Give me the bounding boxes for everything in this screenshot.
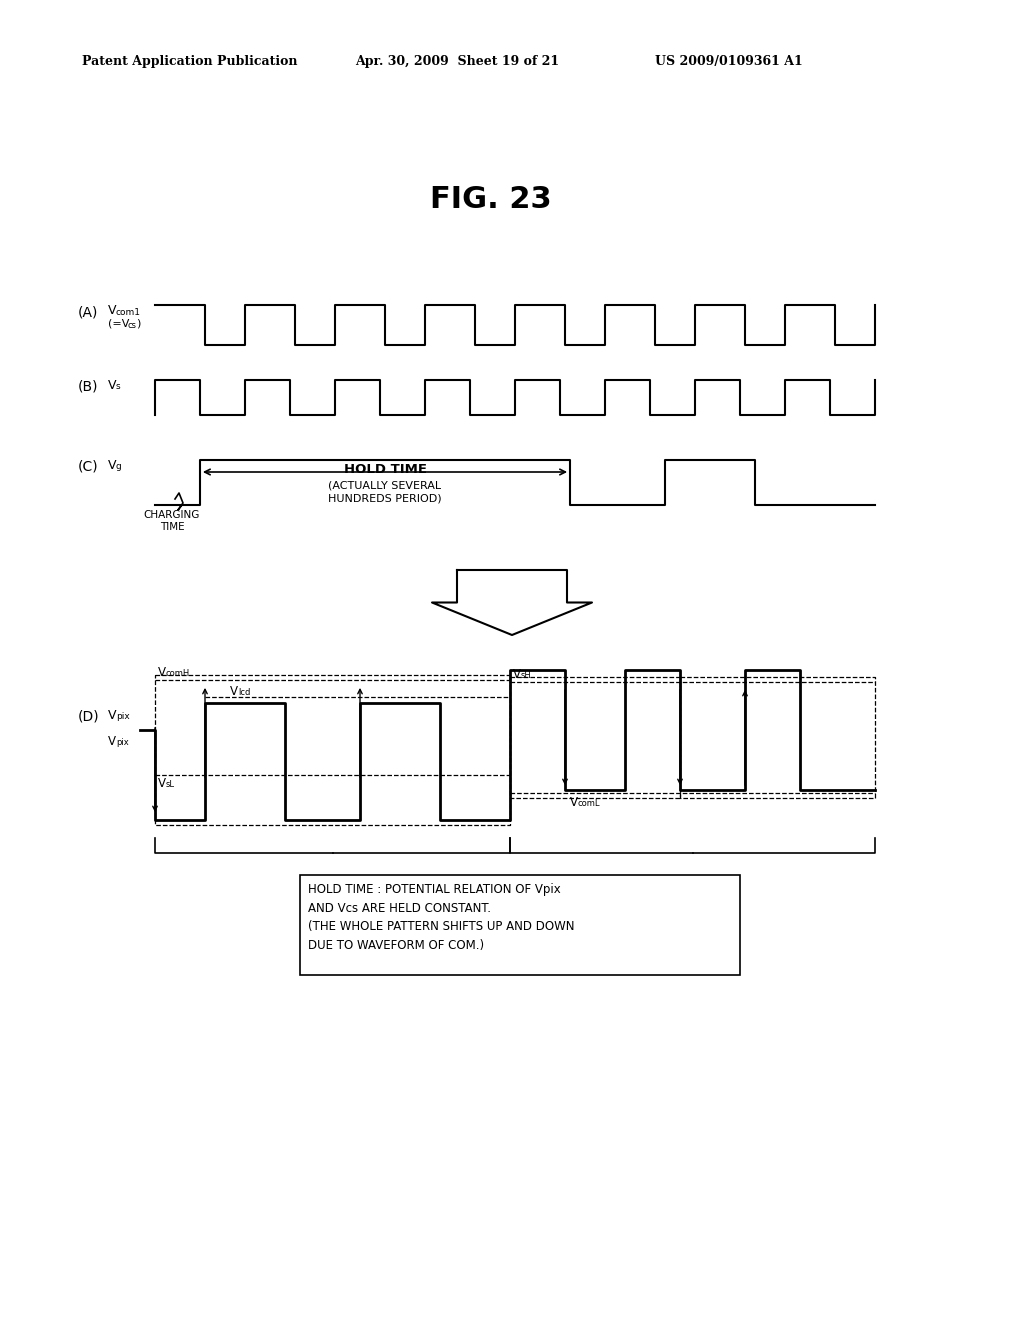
Text: comH: comH [166, 669, 190, 678]
Text: (=V: (=V [108, 318, 129, 327]
Text: V: V [108, 459, 117, 473]
Text: sL: sL [166, 780, 175, 789]
Text: Patent Application Publication: Patent Application Publication [82, 55, 298, 69]
Text: s: s [116, 381, 121, 391]
Text: com1: com1 [116, 308, 141, 317]
Text: V: V [570, 796, 578, 809]
Text: pix: pix [116, 711, 130, 721]
Text: Apr. 30, 2009  Sheet 19 of 21: Apr. 30, 2009 Sheet 19 of 21 [355, 55, 559, 69]
FancyBboxPatch shape [300, 875, 740, 975]
Text: comL: comL [578, 799, 600, 808]
Text: V: V [230, 685, 238, 698]
Text: V: V [513, 668, 521, 681]
Text: (C): (C) [78, 459, 98, 474]
Text: CHARGING
TIME: CHARGING TIME [143, 510, 200, 532]
Text: V: V [108, 735, 116, 748]
Text: cs: cs [128, 321, 137, 330]
Text: sH: sH [521, 671, 531, 680]
Text: (ACTUALLY SEVERAL
HUNDREDS PERIOD): (ACTUALLY SEVERAL HUNDREDS PERIOD) [328, 480, 441, 503]
Text: (A): (A) [78, 305, 98, 319]
Text: (B): (B) [78, 380, 98, 393]
Text: V: V [158, 667, 166, 678]
Polygon shape [432, 570, 592, 635]
Text: V: V [108, 304, 117, 317]
Text: (D): (D) [78, 710, 99, 723]
Text: FIG. 23: FIG. 23 [430, 185, 552, 214]
Text: pix: pix [116, 738, 129, 747]
Text: V: V [108, 709, 117, 722]
Text: HOLD TIME: HOLD TIME [343, 463, 427, 477]
Text: lcd: lcd [238, 688, 251, 697]
Text: V: V [158, 777, 166, 789]
Text: V: V [108, 379, 117, 392]
Text: US 2009/0109361 A1: US 2009/0109361 A1 [655, 55, 803, 69]
Text: g: g [116, 462, 122, 471]
Text: ): ) [136, 318, 140, 327]
Text: HOLD TIME : POTENTIAL RELATION OF Vpix
AND Vcs ARE HELD CONSTANT.
(THE WHOLE PAT: HOLD TIME : POTENTIAL RELATION OF Vpix A… [308, 883, 574, 952]
